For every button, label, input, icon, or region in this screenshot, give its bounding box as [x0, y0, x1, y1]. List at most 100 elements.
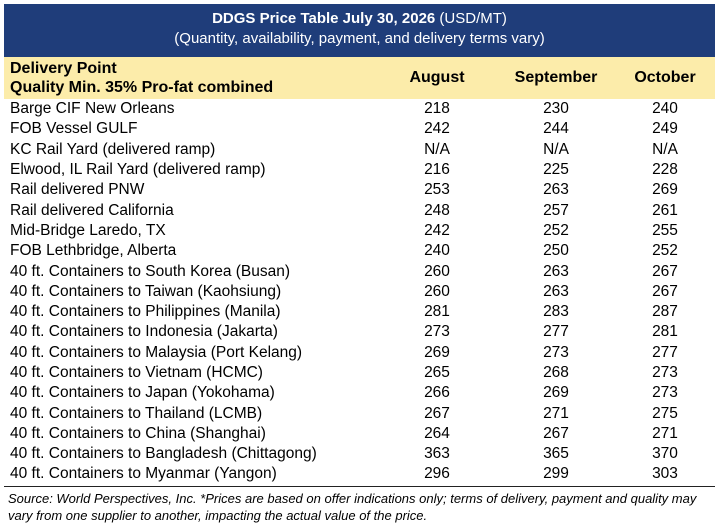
price-cell-august: 240: [424, 242, 450, 260]
price-cell-october: 240: [652, 100, 678, 118]
price-cell-october: 281: [652, 323, 678, 341]
price-cell-october: 228: [652, 161, 678, 179]
price-cell-october: 275: [652, 404, 678, 422]
table-row: 40 ft. Containers to China (Shanghai) 264…: [4, 424, 715, 444]
table-row: 40 ft. Containers to Bangladesh (Chittag…: [4, 444, 715, 464]
price-cell-august: 248: [424, 201, 450, 219]
delivery-point-cell: 40 ft. Containers to Bangladesh (Chittag…: [10, 445, 317, 463]
table-row: KC Rail Yard (delivered ramp) N/A N/A N/A: [4, 140, 715, 160]
table-row: Mid-Bridge Laredo, TX 242 252 255: [4, 221, 715, 241]
price-cell-september: 268: [543, 364, 569, 381]
price-cell-september: 263: [543, 282, 569, 300]
delivery-point-cell: 40 ft. Containers to China (Shanghai): [10, 424, 266, 442]
header-line2: Quality Min. 35% Pro-fat combined: [10, 79, 274, 96]
delivery-point-cell: 40 ft. Containers to Vietnam (HCMC): [10, 364, 263, 381]
table-row: Rail delivered California 248 257 261: [4, 200, 715, 220]
table-row: 40 ft. Containers to Indonesia (Jakarta)…: [4, 322, 715, 342]
delivery-point-cell: Rail delivered PNW: [10, 181, 145, 199]
delivery-point-cell: 40 ft. Containers to Philippines (Manila…: [10, 303, 281, 321]
price-cell-august: 266: [424, 384, 450, 402]
table-body: Barge CIF New Orleans 218 230 240 FOB Vessel…: [4, 99, 715, 485]
delivery-point-cell: 40 ft. Containers to Indonesia (Jakarta): [10, 323, 278, 341]
delivery-point-cell: Elwood, IL Rail Yard (delivered ramp): [10, 161, 266, 179]
price-table: DDGS Price Table July 30, 2026 (USD/MT) …: [4, 4, 715, 524]
title-main: DDGS Price Table July 30, 2026: [212, 10, 436, 27]
price-cell-august: 216: [424, 161, 450, 179]
price-cell-august: 260: [424, 282, 450, 300]
table-row: 40 ft. Containers to Vietnam (HCMC) 265 26…: [4, 363, 715, 383]
price-cell-september: 273: [543, 343, 569, 361]
table-row: 40 ft. Containers to South Korea (Busan)…: [4, 261, 715, 281]
price-cell-september: 269: [543, 384, 569, 402]
price-cell-october: 261: [652, 201, 678, 219]
price-cell-september: 267: [543, 424, 569, 442]
table-row: 40 ft. Containers to Myanmar (Yangon) 296…: [4, 464, 715, 484]
price-cell-september: 230: [543, 100, 569, 118]
price-cell-october: 273: [652, 364, 678, 381]
price-cell-september: 263: [543, 181, 569, 199]
price-cell-august: 218: [424, 100, 450, 118]
delivery-point-cell: 40 ft. Containers to Myanmar (Yangon): [10, 465, 277, 483]
price-cell-august: 242: [424, 120, 450, 138]
delivery-point-cell: 40 ft. Containers to Japan (Yokohama): [10, 384, 275, 402]
delivery-point-cell: 40 ft. Containers to Taiwan (Kaohsiung): [10, 282, 282, 300]
price-cell-august: 363: [424, 445, 450, 463]
column-header-august: August: [409, 69, 465, 86]
delivery-point-header: Delivery Point Quality Min. 35% Pro-fat …: [4, 59, 377, 97]
price-cell-september: 250: [543, 242, 569, 260]
table-row: Barge CIF New Orleans 218 230 240: [4, 99, 715, 119]
title-subtitle: (Quantity, availability, payment, and de…: [174, 30, 545, 47]
delivery-point-cell: Barge CIF New Orleans: [10, 100, 175, 118]
table-row: 40 ft. Containers to Taiwan (Kaohsiung) 2…: [4, 282, 715, 302]
header-line1: Delivery Point: [10, 60, 117, 77]
price-cell-september: 263: [543, 262, 569, 280]
price-cell-august: 269: [424, 343, 450, 361]
price-cell-august: 264: [424, 424, 450, 442]
delivery-point-cell: FOB Vessel GULF: [10, 120, 138, 138]
table-row: 40 ft. Containers to Japan (Yokohama) 266…: [4, 383, 715, 403]
delivery-point-cell: 40 ft. Containers to Thailand (LCMB): [10, 404, 263, 422]
delivery-point-cell: 40 ft. Containers to Malaysia (Port Kela…: [10, 343, 303, 361]
table-row: Elwood, IL Rail Yard (delivered ramp) 216…: [4, 160, 715, 180]
price-cell-october: 273: [652, 384, 678, 402]
price-cell-september: 225: [543, 161, 569, 179]
price-cell-october: 271: [652, 424, 678, 442]
table-title: DDGS Price Table July 30, 2026 (USD/MT) …: [4, 4, 715, 57]
column-header-row: Delivery Point Quality Min. 35% Pro-fat …: [4, 57, 715, 99]
price-cell-october: 269: [652, 181, 678, 199]
delivery-point-cell: FOB Lethbridge, Alberta: [10, 242, 177, 260]
price-cell-august: 260: [424, 262, 450, 280]
price-cell-october: 267: [652, 282, 678, 300]
price-cell-september: N/A: [543, 140, 569, 158]
table-row: 40 ft. Containers to Philippines (Manila…: [4, 302, 715, 322]
price-cell-october: 255: [652, 221, 678, 239]
table-row: Rail delivered PNW 253 263 269: [4, 180, 715, 200]
price-cell-september: 365: [543, 445, 569, 463]
price-cell-october: 303: [652, 465, 678, 483]
delivery-point-cell: Rail delivered California: [10, 201, 174, 219]
price-cell-september: 299: [543, 465, 569, 483]
price-cell-october: 287: [652, 303, 678, 321]
title-unit: (USD/MT): [435, 10, 507, 27]
table-row: 40 ft. Containers to Malaysia (Port Kela…: [4, 343, 715, 363]
price-cell-september: 283: [543, 303, 569, 321]
price-cell-august: 296: [424, 465, 450, 483]
price-cell-august: 242: [424, 221, 450, 239]
delivery-point-cell: KC Rail Yard (delivered ramp): [10, 140, 216, 158]
price-cell-october: 370: [652, 445, 678, 463]
price-cell-august: 265: [424, 364, 450, 381]
price-cell-september: 271: [543, 404, 569, 422]
price-cell-august: 273: [424, 323, 450, 341]
price-cell-october: 252: [652, 242, 678, 260]
price-cell-september: 277: [543, 323, 569, 341]
price-cell-october: 249: [652, 120, 678, 138]
price-cell-september: 257: [543, 201, 569, 219]
column-header-october: October: [634, 69, 696, 86]
price-cell-september: 244: [543, 120, 569, 138]
price-cell-september: 252: [543, 221, 569, 239]
column-header-september: September: [514, 69, 598, 86]
price-cell-august: 253: [424, 181, 450, 199]
price-cell-october: N/A: [652, 140, 678, 158]
price-cell-october: 267: [652, 262, 678, 280]
delivery-point-cell: Mid-Bridge Laredo, TX: [10, 221, 166, 239]
